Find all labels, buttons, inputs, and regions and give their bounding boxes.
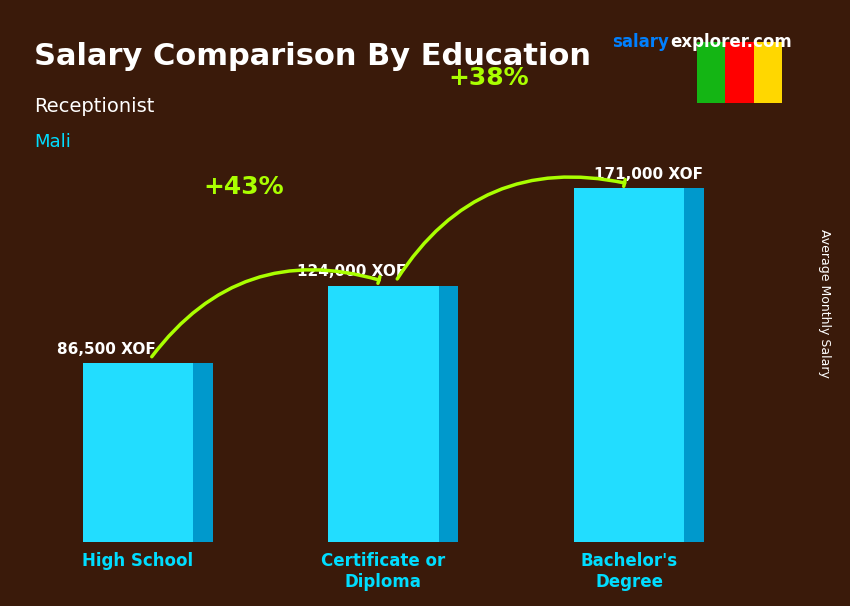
Text: Receptionist: Receptionist [34,97,155,116]
Bar [754,42,782,103]
Text: 124,000 XOF: 124,000 XOF [297,264,406,279]
Bar [574,188,684,542]
Text: Mali: Mali [34,133,71,152]
Text: explorer.com: explorer.com [670,33,791,52]
Bar [82,364,193,542]
Text: 86,500 XOF: 86,500 XOF [56,342,156,357]
Text: Average Monthly Salary: Average Monthly Salary [818,228,831,378]
Polygon shape [684,188,704,542]
Polygon shape [193,364,212,542]
Text: Salary Comparison By Education: Salary Comparison By Education [34,42,591,72]
Bar [697,42,725,103]
Text: +43%: +43% [203,175,284,199]
Text: 171,000 XOF: 171,000 XOF [594,167,703,182]
Polygon shape [439,285,458,542]
Text: salary: salary [612,33,669,52]
Text: +38%: +38% [449,65,530,90]
Bar [725,42,754,103]
Bar [328,285,439,542]
